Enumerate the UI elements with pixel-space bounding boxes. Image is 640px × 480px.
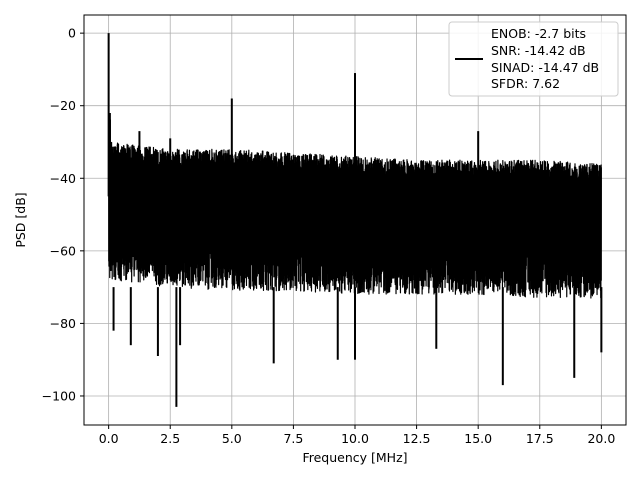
y-tick-label-5: −100 — [42, 388, 76, 403]
y-tick-label-3: −60 — [50, 243, 76, 258]
y-tick-label-2: −40 — [50, 171, 76, 186]
x-axis-label: Frequency [MHz] — [302, 450, 407, 465]
x-tick-label-5: 12.5 — [403, 431, 431, 446]
legend: ENOB: -2.7 bits SNR: -14.42 dB SINAD: -1… — [448, 21, 619, 97]
legend-snr: SNR: -14.42 dB — [491, 43, 586, 58]
legend-sinad: SINAD: -14.47 dB — [491, 60, 599, 75]
legend-sfdr: SFDR: 7.62 — [491, 76, 560, 91]
y-tick-label-0: 0 — [68, 26, 76, 41]
y-tick-label-4: −80 — [50, 316, 76, 331]
x-tick-label-7: 17.5 — [526, 431, 554, 446]
x-tick-label-6: 15.0 — [464, 431, 492, 446]
x-tick-label-1: 2.5 — [160, 431, 180, 446]
legend-enob: ENOB: -2.7 bits — [491, 26, 586, 41]
y-axis-label: PSD [dB] — [13, 192, 28, 247]
x-tick-label-2: 5.0 — [222, 431, 242, 446]
x-tick-label-0: 0.0 — [99, 431, 119, 446]
legend-box — [448, 21, 619, 97]
x-tick-label-4: 10.0 — [341, 431, 369, 446]
ticks: 0.0 2.5 5.0 7.5 10.0 12.5 15.0 17.5 20.0 0 −20 −40 −… — [42, 26, 616, 446]
x-tick-label-8: 20.0 — [587, 431, 615, 446]
x-tick-label-3: 7.5 — [283, 431, 303, 446]
psd-trace-group — [107, 33, 603, 407]
y-tick-label-1: −20 — [50, 98, 76, 113]
